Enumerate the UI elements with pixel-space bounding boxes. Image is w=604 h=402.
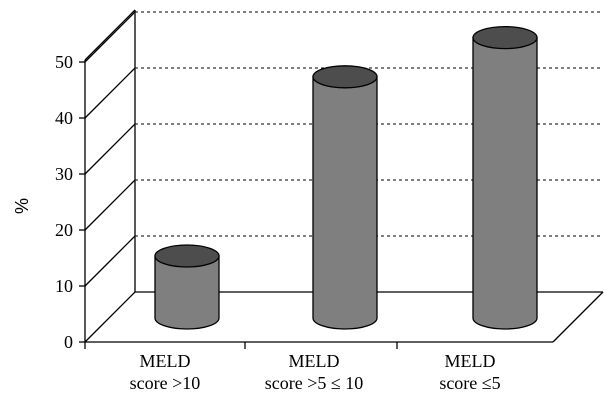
x-axis-categories: MELD score >10 MELD score >5 ≤ 10 MELD score … <box>130 351 501 393</box>
side-gridline-10 <box>84 235 136 287</box>
side-gridline-30 <box>84 123 136 175</box>
bars <box>154 25 538 330</box>
bar-body-0 <box>154 255 220 330</box>
y-tick-label-40: 40 <box>55 108 73 128</box>
side-wall-top-edge <box>84 9 136 61</box>
y-axis-ticks: 0 10 20 30 40 50 <box>55 52 398 352</box>
bar-body-1 <box>312 76 378 330</box>
side-gridline-50 <box>84 11 136 63</box>
bar-top-0 <box>154 244 220 268</box>
floor-left-edge <box>84 291 136 343</box>
y-tick-label-10: 10 <box>55 276 73 296</box>
x-category-label-0: MELD score >10 <box>130 351 201 393</box>
floor-right-edge <box>552 291 604 343</box>
bar-1 <box>312 65 378 330</box>
y-tick-label-30: 30 <box>55 164 73 184</box>
y-tick-label-0: 0 <box>64 332 73 352</box>
bar-0 <box>154 244 220 330</box>
bar-2 <box>472 25 538 330</box>
bar-top-2 <box>472 25 538 50</box>
bar-top-1 <box>312 65 378 89</box>
y-axis-label: % <box>12 198 32 214</box>
x-category-label-1: MELD score >5 ≤ 10 <box>265 351 364 393</box>
y-tick-label-20: 20 <box>55 220 73 240</box>
y-tick-label-50: 50 <box>55 52 73 72</box>
side-gridline-40 <box>84 67 136 119</box>
bar-body-2 <box>472 36 538 330</box>
x-category-label-2: MELD score ≤5 <box>439 351 500 393</box>
side-gridline-20 <box>84 179 136 231</box>
